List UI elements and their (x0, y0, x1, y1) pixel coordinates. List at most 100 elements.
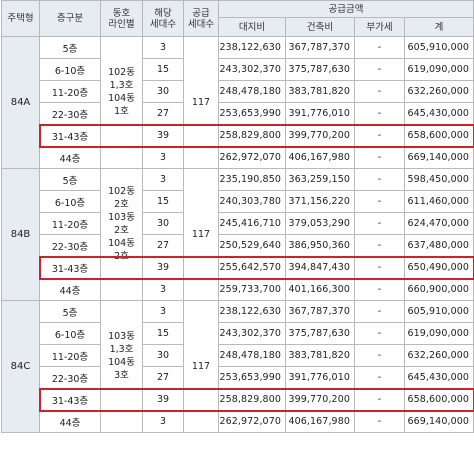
table-row: 31-43층 39 258,829,800 399,770,200-658,600,0… (2, 124, 474, 147)
cell-units: 3 (142, 168, 184, 191)
cell-building: 367,787,370 (285, 300, 355, 323)
cell-floor: 5층 (39, 36, 101, 59)
cell-land: 253,653,990 (218, 366, 286, 389)
cell-floor: 11-20층 (39, 344, 101, 367)
cell-units: 30 (142, 80, 184, 103)
cell-building: 375,787,630 (285, 322, 355, 345)
cell-building: 391,776,010 (285, 102, 355, 125)
cell-line-empty (100, 410, 143, 433)
cell-land: 258,829,800 (218, 124, 286, 147)
table-row: 11-20층 30 248,478,180 383,781,820-632,260,0… (2, 344, 474, 367)
cell-land: 248,478,180 (218, 344, 286, 367)
cell-line: 102동 2호 103동 2호 104동 2호 (100, 168, 143, 279)
cell-line-empty (100, 278, 143, 301)
cell-units: 3 (142, 410, 184, 433)
header-land: 대지비 (218, 17, 286, 37)
cell-land: 238,122,630 (218, 36, 286, 59)
cell-total: 650,490,000 (403, 256, 474, 279)
table-row: 22-30층 27 250,529,640 386,950,360-637,480,0… (2, 234, 474, 257)
cell-floor: 5층 (39, 300, 101, 323)
cell-supply-units: 117 (183, 168, 219, 301)
price-table: 주택형 층구분 동호 라인별 해당 세대수 공급 세대수 공급금액 대지비 건축… (1, 0, 474, 433)
cell-type: 84A (1, 36, 40, 169)
cell-total: 645,430,000 (403, 102, 474, 125)
cell-land: 250,529,640 (218, 234, 286, 257)
cell-land: 243,302,370 (218, 58, 286, 81)
cell-vat: - (354, 212, 405, 235)
table-row: 31-43층 39 258,829,800 399,770,200-658,600,0… (2, 388, 474, 411)
table-row: 44층 3 259,733,700 401,166,300-660,900,000 (2, 278, 474, 301)
cell-land: 262,972,070 (218, 146, 286, 169)
cell-building: 399,770,200 (285, 388, 355, 411)
cell-supply-units: 117 (183, 36, 219, 169)
cell-land: 240,303,780 (218, 190, 286, 213)
cell-land: 255,642,570 (218, 256, 286, 279)
cell-floor: 31-43층 (39, 256, 101, 279)
cell-units: 15 (142, 322, 184, 345)
cell-total: 632,260,000 (403, 80, 474, 103)
cell-total: 637,480,000 (403, 234, 474, 257)
cell-vat: - (354, 58, 405, 81)
cell-units: 27 (142, 102, 184, 125)
cell-vat: - (354, 410, 405, 433)
cell-building: 401,166,300 (285, 278, 355, 301)
cell-total: 645,430,000 (403, 366, 474, 389)
cell-building: 386,950,360 (285, 234, 355, 257)
cell-floor: 6-10층 (39, 58, 101, 81)
cell-total: 619,090,000 (403, 322, 474, 345)
cell-total: 598,450,000 (403, 168, 474, 191)
cell-vat: - (354, 366, 405, 389)
header-total: 계 (403, 17, 474, 37)
table-row: 11-20층 30 245,416,710 379,053,290-624,470,0… (2, 212, 474, 235)
cell-units: 30 (142, 344, 184, 367)
table-row: 44층 3 262,972,070 406,167,980-669,140,000 (2, 410, 474, 433)
cell-units: 27 (142, 366, 184, 389)
cell-land: 235,190,850 (218, 168, 286, 191)
cell-floor: 31-43층 (39, 124, 101, 147)
cell-vat: - (354, 168, 405, 191)
cell-building: 367,787,370 (285, 36, 355, 59)
table-row: 6-10층 15 240,303,780 371,156,220-611,460,00… (2, 190, 474, 213)
header-supply-units: 공급 세대수 (183, 0, 219, 37)
cell-building: 379,053,290 (285, 212, 355, 235)
cell-building: 394,847,430 (285, 256, 355, 279)
cell-total: 658,600,000 (403, 388, 474, 411)
cell-floor: 22-30층 (39, 102, 101, 125)
cell-floor: 44층 (39, 278, 101, 301)
cell-building: 363,259,150 (285, 168, 355, 191)
cell-units: 39 (142, 124, 184, 147)
cell-total: 619,090,000 (403, 58, 474, 81)
table-row: 22-30층 27 253,653,990 391,776,010-645,430,0… (2, 366, 474, 389)
cell-units: 27 (142, 234, 184, 257)
table-row: 6-10층 15 243,302,370 375,787,630-619,090,00… (2, 58, 474, 81)
table-row: 44층 3 262,972,070 406,167,980-669,140,000 (2, 146, 474, 169)
cell-vat: - (354, 256, 405, 279)
cell-total: 658,600,000 (403, 124, 474, 147)
cell-vat: - (354, 80, 405, 103)
cell-total: 605,910,000 (403, 300, 474, 323)
cell-units: 39 (142, 256, 184, 279)
header-vat: 부가세 (354, 17, 405, 37)
cell-floor: 5층 (39, 168, 101, 191)
cell-land: 248,478,180 (218, 80, 286, 103)
cell-units: 3 (142, 300, 184, 323)
table-row: 84A 5층 102동 1,3호 104동 1호 3 117 238,122,630 367… (1, 36, 474, 169)
cell-units: 3 (142, 278, 184, 301)
cell-floor: 22-30층 (39, 366, 101, 389)
cell-total: 605,910,000 (403, 36, 474, 59)
cell-units: 15 (142, 58, 184, 81)
cell-land: 243,302,370 (218, 322, 286, 345)
cell-land: 259,733,700 (218, 278, 286, 301)
cell-building: 399,770,200 (285, 124, 355, 147)
cell-units: 3 (142, 146, 184, 169)
cell-floor: 11-20층 (39, 80, 101, 103)
cell-type: 84B (1, 168, 40, 301)
cell-line: 102동 1,3호 104동 1호 (100, 36, 143, 147)
cell-vat: - (354, 300, 405, 323)
header-floor: 층구분 (39, 0, 101, 37)
table-row: 6-10층 15 243,302,370 375,787,630-619,090,00… (2, 322, 474, 345)
cell-floor: 6-10층 (39, 322, 101, 345)
cell-building: 375,787,630 (285, 58, 355, 81)
cell-building: 406,167,980 (285, 146, 355, 169)
cell-total: 624,470,000 (403, 212, 474, 235)
